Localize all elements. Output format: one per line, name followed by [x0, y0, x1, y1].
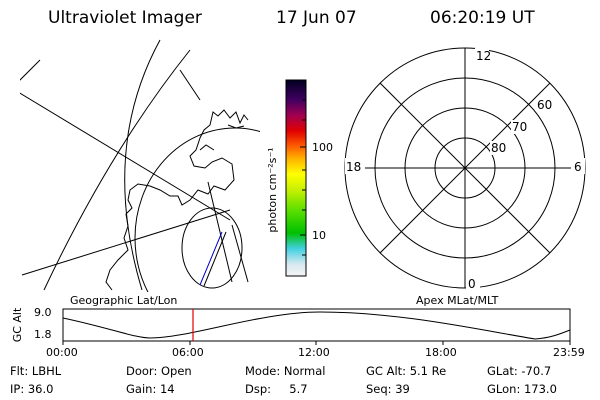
filter-status: Flt: LBHL	[10, 364, 62, 378]
geographic-map	[20, 39, 260, 292]
seq-status: Seq: 39	[366, 382, 410, 396]
date-label: 17 Jun 07	[276, 8, 357, 28]
colorbar-tick-10: 10	[312, 229, 326, 242]
mlt-label-6: 6	[574, 160, 582, 174]
time-label: 06:20:19 UT	[430, 8, 535, 28]
time-tick-0600: 06:00	[172, 346, 204, 359]
lat-label-60: 60	[537, 98, 552, 112]
door-status: Door: Open	[126, 364, 192, 378]
colorbar-tick-100: 100	[312, 141, 333, 154]
glat-status: GLat: -70.7	[487, 364, 552, 378]
antarctica-coastline	[105, 109, 249, 291]
mlt-label-18: 18	[346, 160, 361, 174]
y-axis-top: 9.0	[34, 306, 52, 319]
altitude-curve	[62, 311, 571, 340]
polar-plot	[344, 47, 586, 289]
mlt-label-12: 12	[476, 49, 491, 63]
altitude-timeline	[62, 308, 571, 345]
gc-alt-status: GC Alt: 5.1 Re	[366, 364, 447, 378]
y-axis-bottom: 1.8	[34, 328, 52, 341]
ip-status: IP: 36.0	[10, 382, 54, 396]
colorbar-unit-label: photon cm⁻²s⁻¹	[266, 147, 279, 232]
time-tick-0000: 00:00	[46, 346, 78, 359]
satellite-track	[199, 231, 227, 287]
mode-status: Mode: Normal	[245, 364, 326, 378]
mlt-label-0: 0	[468, 277, 476, 291]
gain-status: Gain: 14	[126, 382, 175, 396]
lat-label-70: 70	[512, 120, 527, 134]
color-scale-bar	[285, 79, 307, 277]
dsp-status: Dsp: 5.7	[245, 382, 308, 396]
lat-label-80: 80	[491, 141, 506, 155]
apex-title: Apex MLat/MLT	[416, 294, 499, 307]
time-tick-1200: 12:00	[298, 346, 330, 359]
time-tick-2359: 23:59	[553, 346, 585, 359]
geographic-title: Geographic Lat/Lon	[70, 294, 178, 307]
app-title: Ultraviolet Imager	[48, 8, 202, 28]
glon-status: GLon: 173.0	[487, 382, 557, 396]
time-tick-1800: 18:00	[425, 346, 457, 359]
gc-alt-axis-label: GC Alt	[11, 307, 24, 342]
